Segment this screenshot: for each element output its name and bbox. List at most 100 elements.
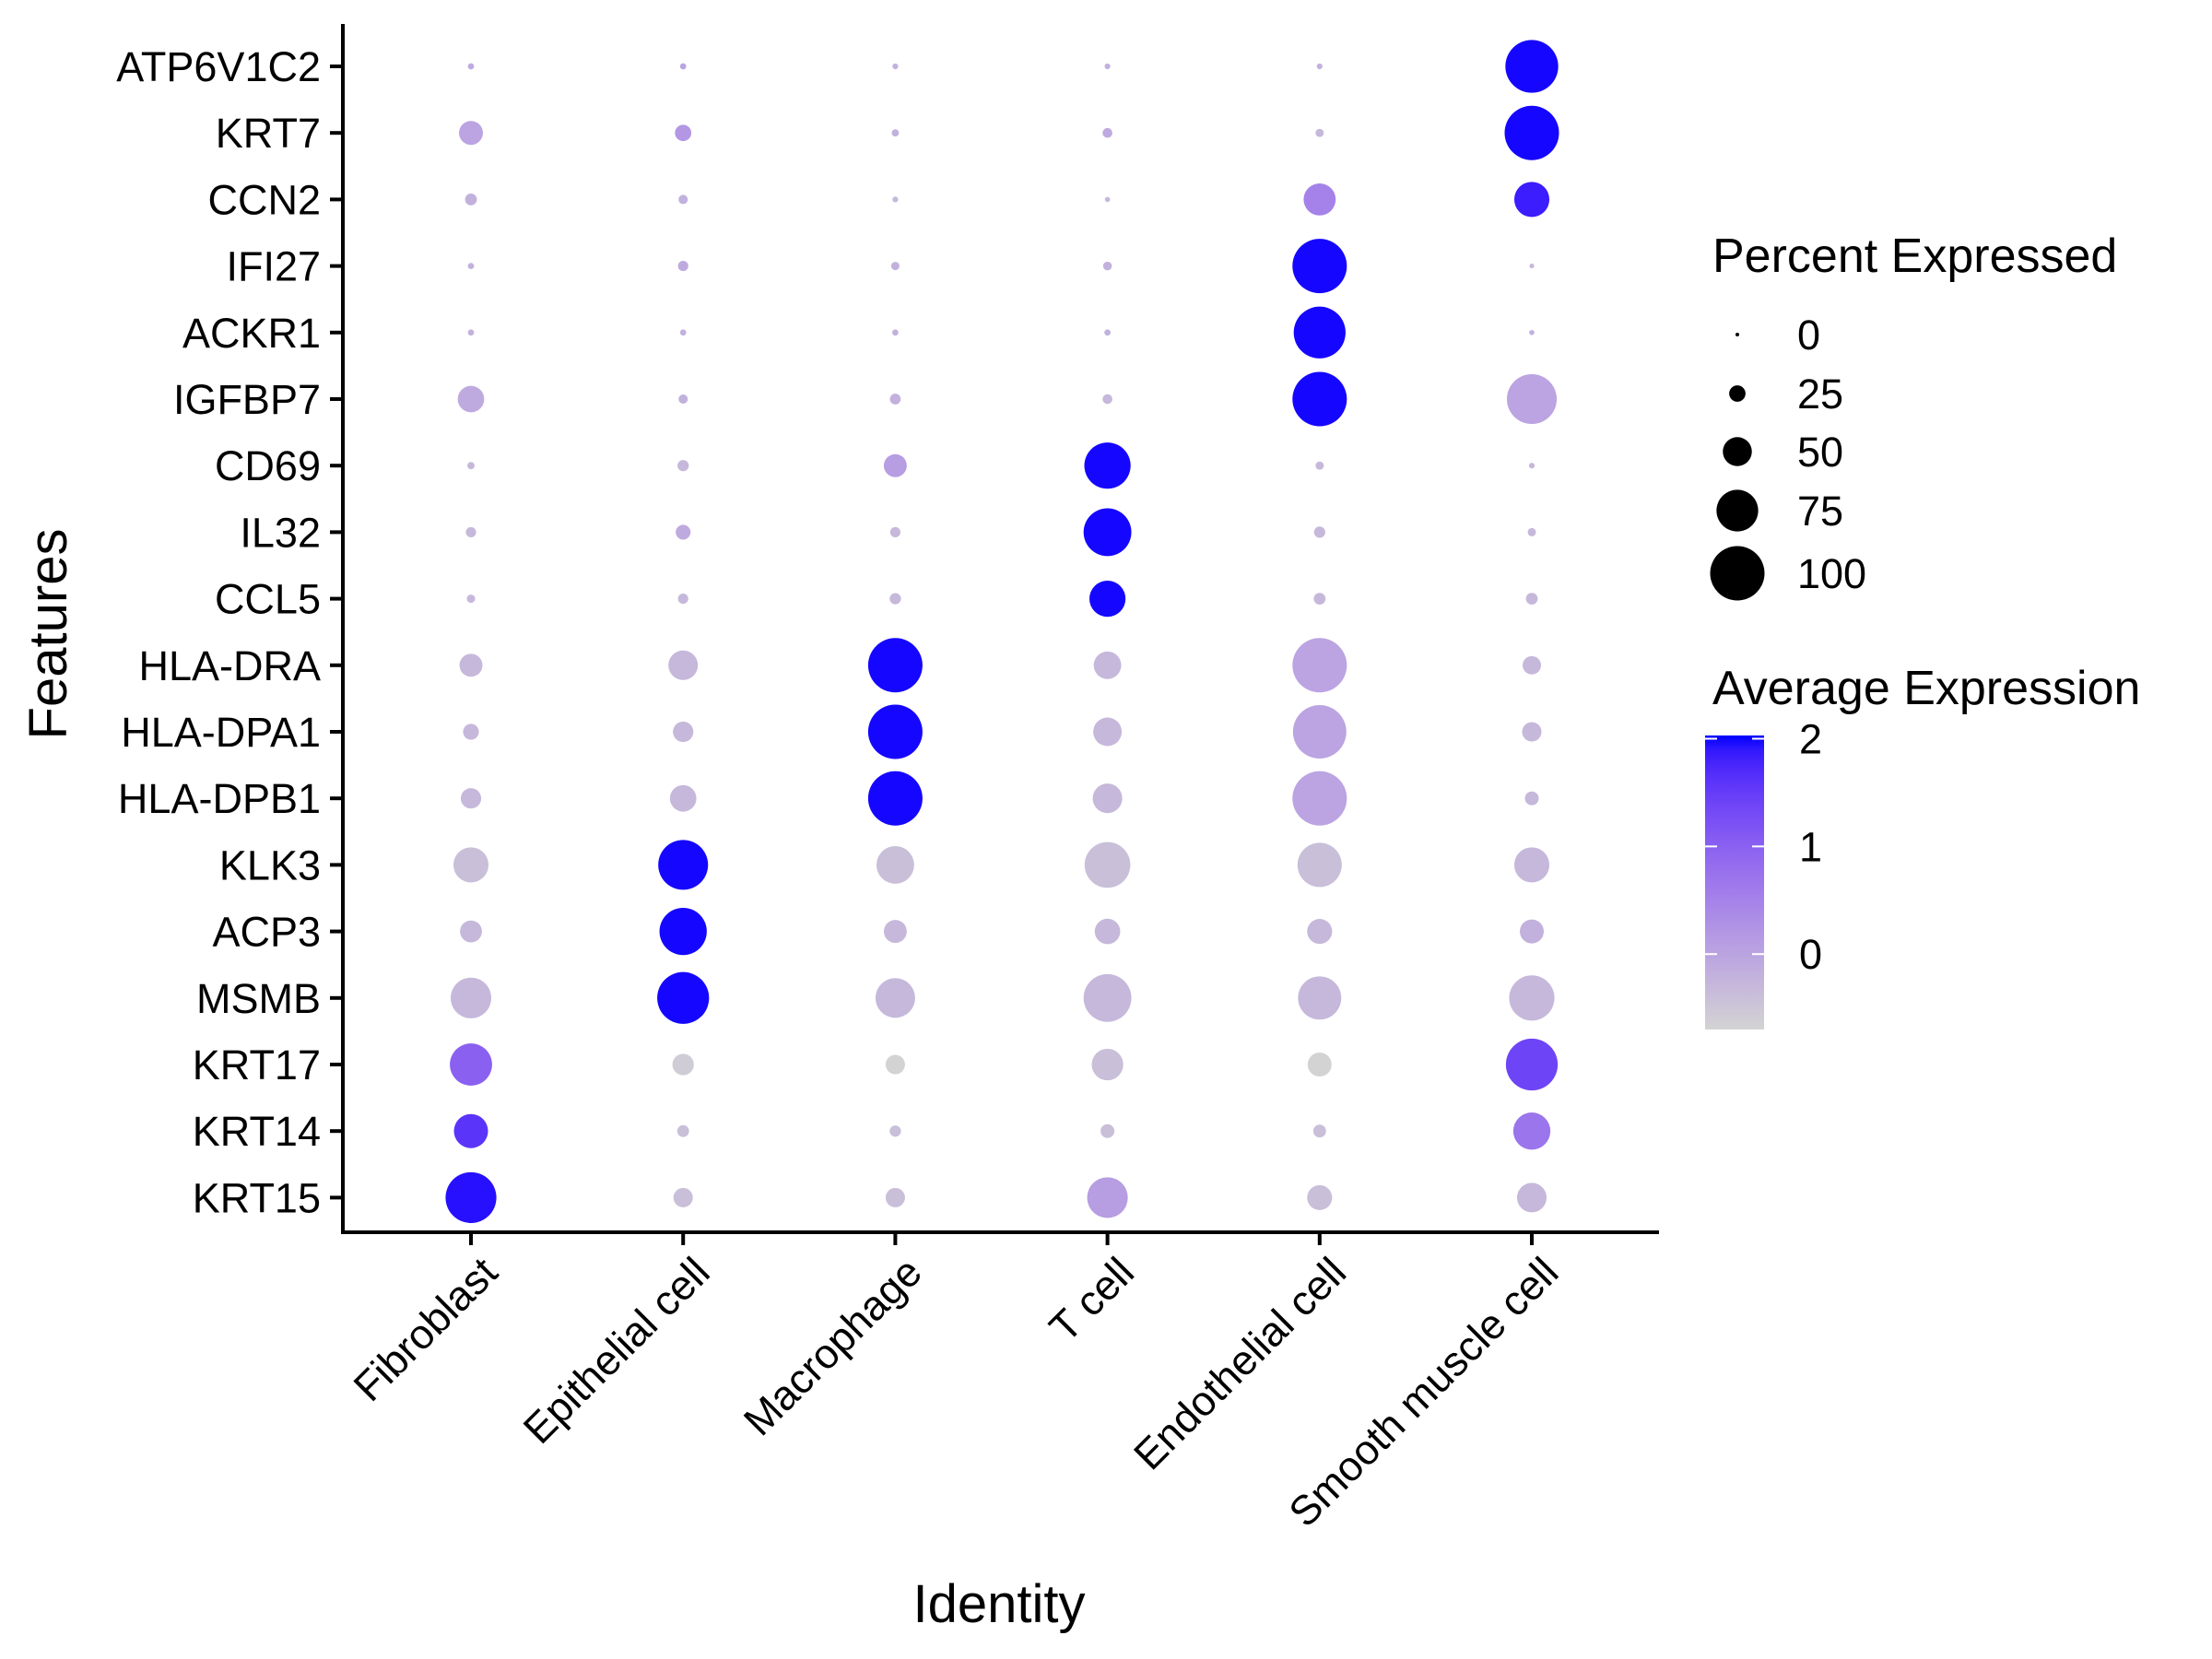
- dot-acp3-epithelial-cell: [659, 907, 707, 956]
- dot-il32-endothelial-cell: [1313, 526, 1325, 538]
- dot-krt15-fibroblast: [445, 1171, 497, 1223]
- size-legend-label: 75: [1797, 488, 1843, 535]
- dot-ifi27-t-cell: [1102, 261, 1112, 271]
- dot-atp6v1c2-macrophage: [892, 63, 899, 70]
- dot-msmb-fibroblast: [450, 977, 492, 1018]
- dot-ccn2-t-cell: [1104, 196, 1111, 203]
- dot-atp6v1c2-fibroblast: [467, 63, 475, 70]
- dot-hla-dpa1-epithelial-cell: [673, 721, 694, 743]
- dot-igfbp7-smooth-muscle-cell: [1506, 373, 1558, 425]
- dot-krt14-endothelial-cell: [1312, 1124, 1326, 1138]
- dot-msmb-endothelial-cell: [1298, 976, 1342, 1020]
- dot-cd69-smooth-muscle-cell: [1528, 463, 1535, 469]
- y-tick-label: HLA-DRA: [138, 642, 321, 689]
- size-legend-title: Percent Expressed: [1712, 229, 2117, 283]
- dot-krt17-t-cell: [1091, 1048, 1124, 1081]
- dot-klk3-macrophage: [876, 845, 914, 884]
- size-legend-items: 0 25 50 75 100: [1710, 312, 1866, 601]
- dot-msmb-t-cell: [1083, 973, 1132, 1022]
- dot-atp6v1c2-smooth-muscle-cell: [1505, 40, 1559, 93]
- dot-krt15-endothelial-cell: [1307, 1184, 1333, 1210]
- y-tick-label: ATP6V1C2: [116, 43, 321, 90]
- dot-hla-dpb1-smooth-muscle-cell: [1524, 791, 1539, 806]
- color-legend-label: 1: [1799, 823, 1822, 870]
- size-legend-key: [1735, 333, 1739, 336]
- dot-ifi27-macrophage: [890, 262, 900, 271]
- y-tick-label: KRT7: [216, 110, 321, 157]
- y-tick-label: CCL5: [215, 576, 321, 623]
- dot-il32-macrophage: [889, 526, 900, 537]
- dot-krt7-epithelial-cell: [675, 124, 692, 142]
- size-legend-label: 100: [1797, 550, 1866, 597]
- dot-acp3-fibroblast: [460, 920, 482, 943]
- dot-hla-dra-fibroblast: [459, 653, 483, 677]
- dot-ccn2-endothelial-cell: [1303, 183, 1336, 216]
- dot-ccn2-macrophage: [892, 196, 899, 203]
- dot-krt14-epithelial-cell: [677, 1124, 689, 1137]
- dot-ccl5-endothelial-cell: [1313, 593, 1326, 605]
- dot-hla-dra-endothelial-cell: [1292, 638, 1347, 693]
- dot-ccn2-smooth-muscle-cell: [1513, 182, 1550, 218]
- dot-hla-dpa1-t-cell: [1093, 717, 1123, 747]
- dot-krt14-macrophage: [889, 1125, 901, 1137]
- dot-msmb-epithelial-cell: [657, 971, 710, 1024]
- color-bar: [1705, 735, 1764, 1030]
- dot-hla-dra-smooth-muscle-cell: [1523, 655, 1541, 675]
- dot-ackr1-epithelial-cell: [679, 329, 687, 336]
- dot-msmb-smooth-muscle-cell: [1509, 975, 1555, 1021]
- dot-cd69-fibroblast: [467, 462, 475, 470]
- dot-krt15-t-cell: [1087, 1177, 1128, 1218]
- y-axis-title: Features: [18, 529, 78, 740]
- y-tick-label: KLK3: [219, 841, 321, 888]
- dot-cd69-epithelial-cell: [677, 460, 689, 472]
- dot-il32-t-cell: [1083, 508, 1132, 557]
- size-legend-key: [1710, 546, 1765, 601]
- color-legend-title: Average Expression: [1712, 662, 2140, 715]
- dot-cd69-endothelial-cell: [1315, 461, 1324, 470]
- dot-krt7-smooth-muscle-cell: [1504, 105, 1559, 160]
- dot-ccn2-epithelial-cell: [678, 194, 688, 205]
- y-axis-ticks: ATP6V1C2 KRT7 CCN2 IFI27 ACKR1 IGFBP7 CD69 IL32…: [116, 43, 343, 1221]
- dot-atp6v1c2-epithelial-cell: [679, 63, 687, 70]
- dot-acp3-smooth-muscle-cell: [1520, 919, 1544, 944]
- dot-hla-dpa1-endothelial-cell: [1292, 705, 1347, 759]
- dot-igfbp7-fibroblast: [457, 385, 485, 413]
- y-tick-label: ACKR1: [182, 310, 321, 357]
- dot-klk3-fibroblast: [453, 847, 489, 883]
- y-tick-label: IFI27: [226, 243, 321, 290]
- dot-krt17-macrophage: [885, 1054, 905, 1075]
- dot-hla-dpb1-t-cell: [1092, 783, 1123, 814]
- color-legend: Average Expression 2 1 0: [1705, 662, 2140, 1030]
- dot-ccl5-fibroblast: [466, 594, 476, 604]
- dot-krt15-smooth-muscle-cell: [1516, 1182, 1547, 1213]
- size-legend: Percent Expressed 0 25 50 75 100: [1710, 229, 2117, 601]
- dot-igfbp7-macrophage: [889, 394, 901, 405]
- color-legend-label: 0: [1799, 931, 1822, 978]
- dot-klk3-smooth-muscle-cell: [1513, 847, 1550, 883]
- y-tick-label: KRT14: [193, 1108, 321, 1155]
- dot-krt17-smooth-muscle-cell: [1505, 1038, 1559, 1091]
- dot-krt14-fibroblast: [453, 1113, 488, 1148]
- size-legend-label: 50: [1797, 429, 1843, 476]
- dot-il32-epithelial-cell: [676, 524, 691, 540]
- dot-il32-fibroblast: [465, 526, 477, 537]
- y-tick-label: IGFBP7: [173, 376, 321, 423]
- dot-ifi27-endothelial-cell: [1292, 239, 1347, 294]
- dot-il32-smooth-muscle-cell: [1527, 527, 1536, 536]
- dot-msmb-macrophage: [875, 978, 915, 1018]
- y-tick-label: IL32: [240, 509, 321, 556]
- dot-igfbp7-endothelial-cell: [1292, 371, 1347, 427]
- dot-krt7-t-cell: [1102, 127, 1112, 138]
- color-legend-ticks: 2 1 0: [1705, 716, 1822, 978]
- dot-hla-dpb1-endothelial-cell: [1292, 771, 1347, 826]
- dot-klk3-epithelial-cell: [658, 840, 709, 890]
- dot-ackr1-smooth-muscle-cell: [1529, 329, 1535, 335]
- x-axis-title: Identity: [913, 1574, 1086, 1634]
- dot-cd69-t-cell: [1084, 442, 1131, 489]
- dot-ifi27-epithelial-cell: [677, 261, 688, 272]
- y-tick-label: CCN2: [207, 176, 321, 223]
- dot-ccl5-macrophage: [889, 593, 901, 605]
- size-legend-key: [1729, 385, 1746, 402]
- dot-krt17-epithelial-cell: [672, 1053, 694, 1076]
